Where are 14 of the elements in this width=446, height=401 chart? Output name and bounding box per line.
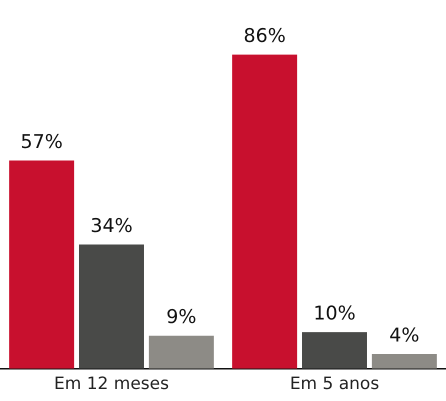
- data-label: 86%: [244, 25, 286, 48]
- bar: [232, 54, 298, 369]
- bar: [148, 336, 214, 369]
- data-label: 57%: [20, 130, 63, 153]
- data-label: 9%: [166, 306, 196, 328]
- x-tick-label: Em 5 anos: [290, 374, 380, 394]
- bar: [372, 354, 437, 369]
- data-label: 34%: [90, 214, 133, 237]
- x-tick-label: Em 12 meses: [54, 374, 170, 394]
- data-label: 10%: [313, 302, 356, 325]
- bar: [9, 160, 74, 369]
- data-label: 4%: [389, 324, 420, 346]
- bar: [302, 332, 367, 369]
- bar: [79, 244, 144, 369]
